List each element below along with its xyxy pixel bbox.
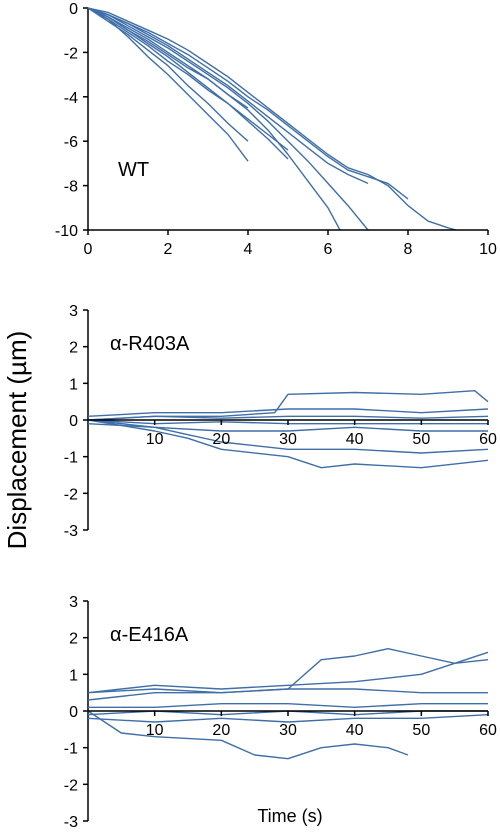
x-tick-label: 40	[346, 722, 364, 739]
trace-line-2	[87, 7, 249, 162]
x-tick-label: 20	[212, 431, 230, 448]
y-tick-label: -4	[64, 90, 78, 107]
panel-label: α-R403A	[110, 333, 190, 355]
y-tick-label: 0	[69, 1, 78, 18]
panel-label: WT	[118, 159, 149, 181]
trace-line-2	[87, 408, 489, 417]
y-tick-label: 0	[69, 704, 78, 721]
y-tick-label: 2	[69, 340, 78, 357]
y-tick-label: -1	[64, 741, 78, 758]
x-tick-label: 0	[84, 241, 93, 258]
x-tick-label: 2	[164, 241, 173, 258]
x-tick-label: 60	[479, 722, 497, 739]
x-tick-label: 20	[212, 722, 230, 739]
trace-line-4	[87, 7, 341, 231]
trace-line-6	[87, 419, 489, 454]
y-tick-label: 1	[69, 376, 78, 393]
x-tick-label: 6	[324, 241, 333, 258]
y-tick-label: -6	[64, 134, 78, 151]
trace-line-7	[87, 7, 409, 200]
trace-line-5	[87, 7, 369, 231]
x-tick-label: 50	[412, 431, 430, 448]
x-tick-label: 10	[146, 722, 164, 739]
y-tick-label: 2	[69, 631, 78, 648]
y-tick-label: -2	[64, 45, 78, 62]
y-axis-label: Displacement (µm)	[2, 331, 32, 550]
trace-line-7	[87, 419, 489, 469]
x-tick-label: 60	[479, 431, 497, 448]
y-tick-label: 0	[69, 413, 78, 430]
x-axis-label: Time (s)	[257, 806, 322, 826]
y-tick-label: -2	[64, 486, 78, 503]
trace-line-7	[87, 710, 409, 760]
panel-label: α-E416A	[110, 624, 189, 646]
x-tick-label: 30	[279, 431, 297, 448]
y-tick-label: -1	[64, 450, 78, 467]
trace-line-8	[87, 7, 457, 231]
x-tick-label: 10	[146, 431, 164, 448]
y-tick-label: 3	[69, 594, 78, 611]
y-tick-label: 3	[69, 303, 78, 320]
trace-line-3	[87, 7, 289, 160]
trace-line-2	[87, 659, 489, 694]
x-tick-label: 50	[412, 722, 430, 739]
trace-line-1	[87, 648, 489, 694]
trace-line-3	[87, 688, 488, 701]
trace-line-6	[87, 714, 489, 723]
x-tick-label: 10	[479, 241, 497, 258]
x-tick-label: 4	[244, 241, 253, 258]
y-tick-label: -3	[64, 523, 78, 540]
y-tick-label: -2	[64, 777, 78, 794]
y-tick-label: -3	[64, 814, 78, 831]
trace-line-3	[87, 415, 489, 421]
y-tick-label: -8	[64, 179, 78, 196]
panel-wt: 0 -2 -4 -6 -8 -10 0 2 4 6 8 10 WT	[55, 1, 497, 258]
y-tick-label: -10	[55, 223, 78, 240]
trace-line-10	[87, 7, 249, 109]
x-tick-label: 40	[346, 431, 364, 448]
y-tick-label: 1	[69, 667, 78, 684]
x-tick-label: 8	[404, 241, 413, 258]
x-tick-label: 30	[279, 722, 297, 739]
trace-line-9	[87, 7, 289, 151]
trace-line-4	[88, 703, 488, 708]
